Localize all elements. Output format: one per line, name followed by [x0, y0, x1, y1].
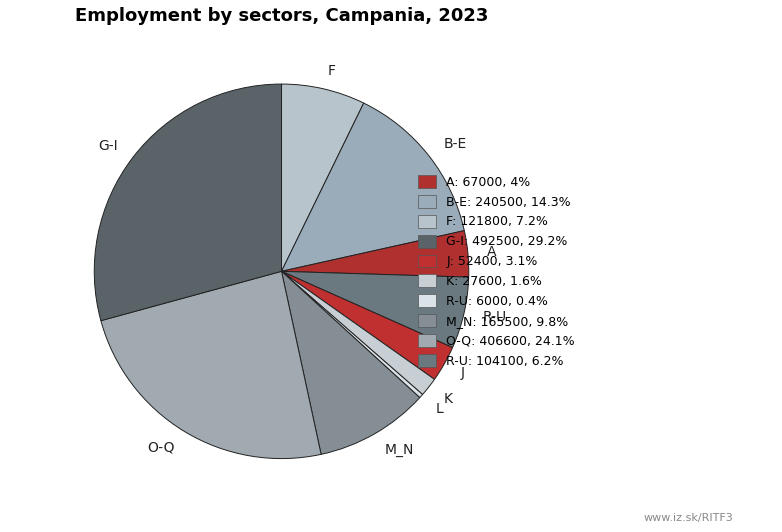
Text: A: A [486, 245, 496, 259]
Text: G-I: G-I [99, 139, 118, 153]
Text: www.iz.sk/RITF3: www.iz.sk/RITF3 [644, 513, 733, 523]
Wedge shape [95, 84, 282, 321]
Text: F: F [328, 64, 336, 78]
Wedge shape [282, 271, 420, 454]
Wedge shape [282, 271, 453, 379]
Text: M_N: M_N [384, 443, 414, 457]
Text: J: J [461, 366, 465, 380]
Wedge shape [282, 271, 435, 395]
Legend: A: 67000, 4%, B-E: 240500, 14.3%, F: 121800, 7.2%, G-I: 492500, 29.2%, J: 52400,: A: 67000, 4%, B-E: 240500, 14.3%, F: 121… [413, 170, 580, 372]
Title: Employment by sectors, Campania, 2023: Employment by sectors, Campania, 2023 [75, 6, 488, 24]
Text: R-U: R-U [482, 310, 507, 325]
Wedge shape [101, 271, 321, 459]
Text: K: K [443, 392, 453, 406]
Wedge shape [282, 103, 465, 271]
Wedge shape [282, 271, 468, 347]
Text: O-Q: O-Q [147, 440, 174, 454]
Wedge shape [282, 231, 468, 277]
Wedge shape [282, 271, 422, 397]
Text: B-E: B-E [443, 137, 467, 151]
Text: L: L [435, 402, 443, 415]
Wedge shape [282, 84, 364, 271]
